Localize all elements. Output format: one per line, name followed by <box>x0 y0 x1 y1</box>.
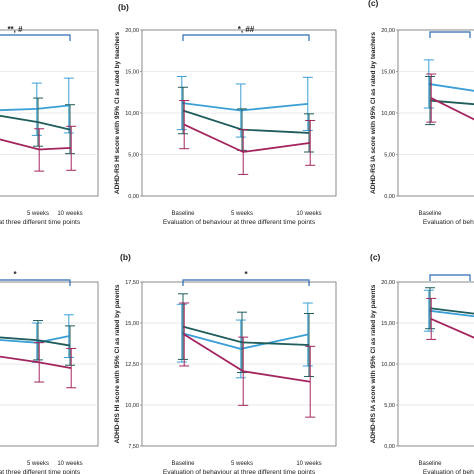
significance-label: **, # <box>7 25 23 34</box>
series-line <box>181 102 308 112</box>
series-line <box>430 97 474 121</box>
series-line <box>182 325 310 346</box>
y-tick-label: 7,50 <box>128 444 139 450</box>
y-tick-label: 10,00 <box>125 403 139 409</box>
y-tick-label: 0,00 <box>128 194 139 200</box>
series-line <box>0 114 71 131</box>
y-tick-label: 20,00 <box>125 28 139 34</box>
x-tick-label: 10 weeks <box>57 461 82 467</box>
x-tick-label: Baseline <box>418 461 442 467</box>
y-tick-label: 5,00 <box>384 403 395 409</box>
significance-bracket <box>182 34 310 41</box>
series-line <box>428 83 474 92</box>
x-axis-title: Evaluation of behaviour at three differe… <box>163 469 316 474</box>
chart-panel: 7,50 10,00 12,50 15,00 17,50 * Baseline 5 weeks… <box>114 252 337 474</box>
series-line <box>429 307 474 315</box>
significance-label: *, ## <box>238 25 255 34</box>
x-axis-title: Evaluation of behaviour at three differe… <box>0 469 81 474</box>
y-tick-label: 5,00 <box>128 153 139 159</box>
y-tick-label: 10,00 <box>381 362 395 368</box>
series-line <box>183 333 311 383</box>
x-axis-title: Evaluation of behaviour at three differe… <box>0 219 81 226</box>
chart-panel: 0,00 5,00 10,00 15,00 20,00 Baseline Evaluatio… <box>370 252 474 474</box>
y-tick-label: 12,50 <box>125 362 139 368</box>
significance-bracket <box>0 34 71 41</box>
y-tick-label: 5,00 <box>384 153 395 159</box>
panel-label: (c) <box>370 252 381 262</box>
y-tick-label: 10,00 <box>125 111 139 117</box>
panel-label: (b) <box>120 252 131 262</box>
y-tick-label: 20,00 <box>381 280 395 286</box>
y-tick-label: 15,00 <box>381 321 395 327</box>
y-tick-label: 10,00 <box>381 111 395 117</box>
x-axis-title: Evaluation of behaviour at three differe… <box>163 219 316 226</box>
series-line <box>183 123 311 153</box>
series-line <box>0 355 72 369</box>
series-line <box>0 336 71 347</box>
x-tick-label: 5 weeks <box>231 211 253 217</box>
series-line <box>430 318 474 339</box>
series-line <box>0 138 72 151</box>
x-tick-label: Baseline <box>171 461 195 467</box>
x-tick-label: 5 weeks <box>27 211 49 217</box>
y-axis-title: ADHD-RS IA score with 95% CI as rated by… <box>370 284 377 443</box>
y-tick-label: 0,00 <box>384 194 395 200</box>
x-tick-label: Baseline <box>171 211 195 217</box>
y-axis-title: ADHD-RS HI score with 95% CI as rated by… <box>114 32 121 195</box>
x-tick-label: 10 weeks <box>57 211 82 217</box>
x-tick-label: 5 weeks <box>27 461 49 467</box>
x-tick-label: 10 weeks <box>296 461 321 467</box>
y-tick-label: 15,00 <box>125 70 139 76</box>
significance-label: * <box>244 270 248 279</box>
y-tick-label: 15,00 <box>381 70 395 76</box>
significance-bracket <box>0 279 71 286</box>
significance-bracket <box>182 279 310 286</box>
panel-label: (c) <box>368 0 379 8</box>
y-axis-title: ADHD-RS IA score with 95% CI as rated by… <box>370 32 377 194</box>
y-tick-label: 0,00 <box>384 444 395 450</box>
x-tick-label: 10 weeks <box>296 211 321 217</box>
x-axis-title: Evaluation of behaviour at three differe… <box>423 469 474 474</box>
y-tick-label: 20,00 <box>381 28 395 34</box>
x-tick-label: 5 weeks <box>231 461 253 467</box>
significance-bracket <box>429 31 471 38</box>
series-line <box>428 309 474 318</box>
y-tick-label: 17,50 <box>125 280 139 286</box>
y-axis-title: ADHD-RS HI score with 95% CI as rated by… <box>114 284 121 443</box>
chart-panel: 0,00 5,00 10,00 15,00 20,00 *, ## Baseline 5 we… <box>114 2 337 226</box>
series-line <box>181 332 308 350</box>
chart-panel: **, # 5 weeks 10 weeks Evaluation of behavi… <box>0 25 99 226</box>
panel-label: (b) <box>118 2 129 12</box>
x-tick-label: Baseline <box>418 211 442 217</box>
y-tick-label: 15,00 <box>125 321 139 327</box>
chart-panel: 0,00 5,00 10,00 15,00 20,00 Baseline Evaluatio… <box>368 0 474 226</box>
significance-bracket <box>429 274 471 281</box>
series-line <box>0 104 69 112</box>
series-line <box>429 99 474 106</box>
x-axis-title: Evaluation of behaviour at three differe… <box>423 219 474 226</box>
chart-panel: * 5 weeks 10 weeks Evaluation of behaviour … <box>0 270 99 474</box>
significance-label: * <box>13 270 17 279</box>
